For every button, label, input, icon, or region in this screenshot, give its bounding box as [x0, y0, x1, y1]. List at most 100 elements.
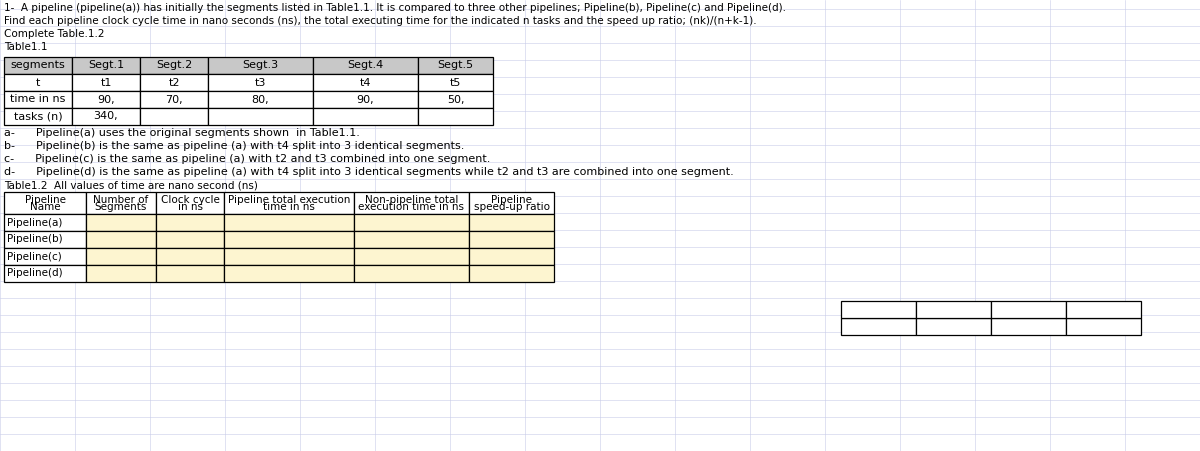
Bar — [4, 265, 86, 282]
Bar — [140, 91, 208, 108]
Bar — [354, 248, 469, 265]
Text: Find each pipeline clock cycle time in nano seconds (ns), the total executing ti: Find each pipeline clock cycle time in n… — [4, 16, 757, 26]
Text: Segt.3: Segt.3 — [242, 60, 278, 70]
Text: Clock cycle: Clock cycle — [161, 195, 220, 205]
Bar — [4, 74, 72, 91]
Text: b-      Pipeline(b) is the same as pipeline (a) with t4 split into 3 identical s: b- Pipeline(b) is the same as pipeline (… — [4, 141, 464, 151]
Bar — [418, 74, 493, 91]
Bar — [313, 57, 418, 74]
Bar — [991, 301, 1066, 318]
Text: Table1.2  All values of time are nano second (ns): Table1.2 All values of time are nano sec… — [4, 181, 258, 191]
Bar — [469, 231, 554, 248]
Bar — [916, 318, 991, 335]
Bar — [140, 74, 208, 91]
Bar — [469, 192, 554, 214]
Text: speed-up ratio: speed-up ratio — [474, 202, 550, 212]
Bar — [156, 192, 224, 214]
Bar — [86, 231, 156, 248]
Bar — [469, 214, 554, 231]
Text: time in ns: time in ns — [263, 202, 314, 212]
Text: Number of: Number of — [94, 195, 149, 205]
Text: Pipeline: Pipeline — [24, 195, 66, 205]
Bar — [86, 214, 156, 231]
Bar — [354, 192, 469, 214]
Text: Table1.1: Table1.1 — [4, 42, 48, 52]
Text: time in ns: time in ns — [11, 95, 66, 105]
Bar — [224, 214, 354, 231]
Bar — [4, 91, 72, 108]
Bar — [841, 301, 916, 318]
Bar — [156, 248, 224, 265]
Bar — [72, 57, 140, 74]
Bar — [208, 74, 313, 91]
Text: t2: t2 — [168, 78, 180, 87]
Bar — [1066, 301, 1141, 318]
Bar — [208, 108, 313, 125]
Text: Complete Table.1.2: Complete Table.1.2 — [4, 29, 104, 39]
Bar — [418, 91, 493, 108]
Text: c-      Pipeline(c) is the same as pipeline (a) with t2 and t3 combined into one: c- Pipeline(c) is the same as pipeline (… — [4, 154, 491, 164]
Bar — [224, 265, 354, 282]
Text: 70,: 70, — [166, 95, 182, 105]
Bar — [418, 57, 493, 74]
Text: Pipeline(a): Pipeline(a) — [7, 217, 62, 227]
Text: Pipeline(d): Pipeline(d) — [7, 268, 62, 279]
Bar — [224, 231, 354, 248]
Bar — [72, 91, 140, 108]
Text: Segt.5: Segt.5 — [438, 60, 474, 70]
Bar — [4, 192, 86, 214]
Text: Pipeline(b): Pipeline(b) — [7, 235, 62, 244]
Text: Pipeline: Pipeline — [491, 195, 532, 205]
Bar — [991, 318, 1066, 335]
Bar — [313, 74, 418, 91]
Bar — [1066, 318, 1141, 335]
Bar — [86, 248, 156, 265]
Bar — [418, 108, 493, 125]
Bar — [354, 214, 469, 231]
Text: Segt.2: Segt.2 — [156, 60, 192, 70]
Text: in ns: in ns — [178, 202, 203, 212]
Text: t5: t5 — [450, 78, 461, 87]
Bar — [224, 192, 354, 214]
Text: Segt.1: Segt.1 — [88, 60, 124, 70]
Text: t1: t1 — [101, 78, 112, 87]
Bar — [313, 91, 418, 108]
Text: d-      Pipeline(d) is the same as pipeline (a) with t4 split into 3 identical s: d- Pipeline(d) is the same as pipeline (… — [4, 167, 733, 177]
Bar — [4, 231, 86, 248]
Text: Pipeline(c): Pipeline(c) — [7, 252, 61, 262]
Text: 1-  A pipeline (pipeline(a)) has initially the segments listed in Table1.1. It i: 1- A pipeline (pipeline(a)) has initiall… — [4, 3, 786, 13]
Bar — [4, 214, 86, 231]
Bar — [140, 108, 208, 125]
Bar — [313, 108, 418, 125]
Bar — [224, 248, 354, 265]
Text: a-      Pipeline(a) uses the original segments shown  in Table1.1.: a- Pipeline(a) uses the original segment… — [4, 128, 360, 138]
Bar — [86, 192, 156, 214]
Text: execution time in ns: execution time in ns — [359, 202, 464, 212]
Bar — [354, 231, 469, 248]
Text: Name: Name — [30, 202, 60, 212]
Bar — [208, 57, 313, 74]
Bar — [156, 214, 224, 231]
Text: t4: t4 — [360, 78, 371, 87]
Text: Pipeline total execution: Pipeline total execution — [228, 195, 350, 205]
Bar — [4, 57, 72, 74]
Text: t3: t3 — [254, 78, 266, 87]
Text: tasks (n): tasks (n) — [13, 111, 62, 121]
Text: Segt.4: Segt.4 — [347, 60, 384, 70]
Bar — [354, 265, 469, 282]
Text: t: t — [36, 78, 40, 87]
Bar — [72, 74, 140, 91]
Text: 340,: 340, — [94, 111, 119, 121]
Text: Non-pipeline total: Non-pipeline total — [365, 195, 458, 205]
Text: Segments: Segments — [95, 202, 148, 212]
Bar — [86, 265, 156, 282]
Bar — [4, 248, 86, 265]
Bar — [469, 265, 554, 282]
Bar — [208, 91, 313, 108]
Bar — [841, 318, 916, 335]
Bar — [156, 231, 224, 248]
Text: 90,: 90, — [356, 95, 374, 105]
Bar — [4, 108, 72, 125]
Text: 80,: 80, — [252, 95, 269, 105]
Bar — [469, 248, 554, 265]
